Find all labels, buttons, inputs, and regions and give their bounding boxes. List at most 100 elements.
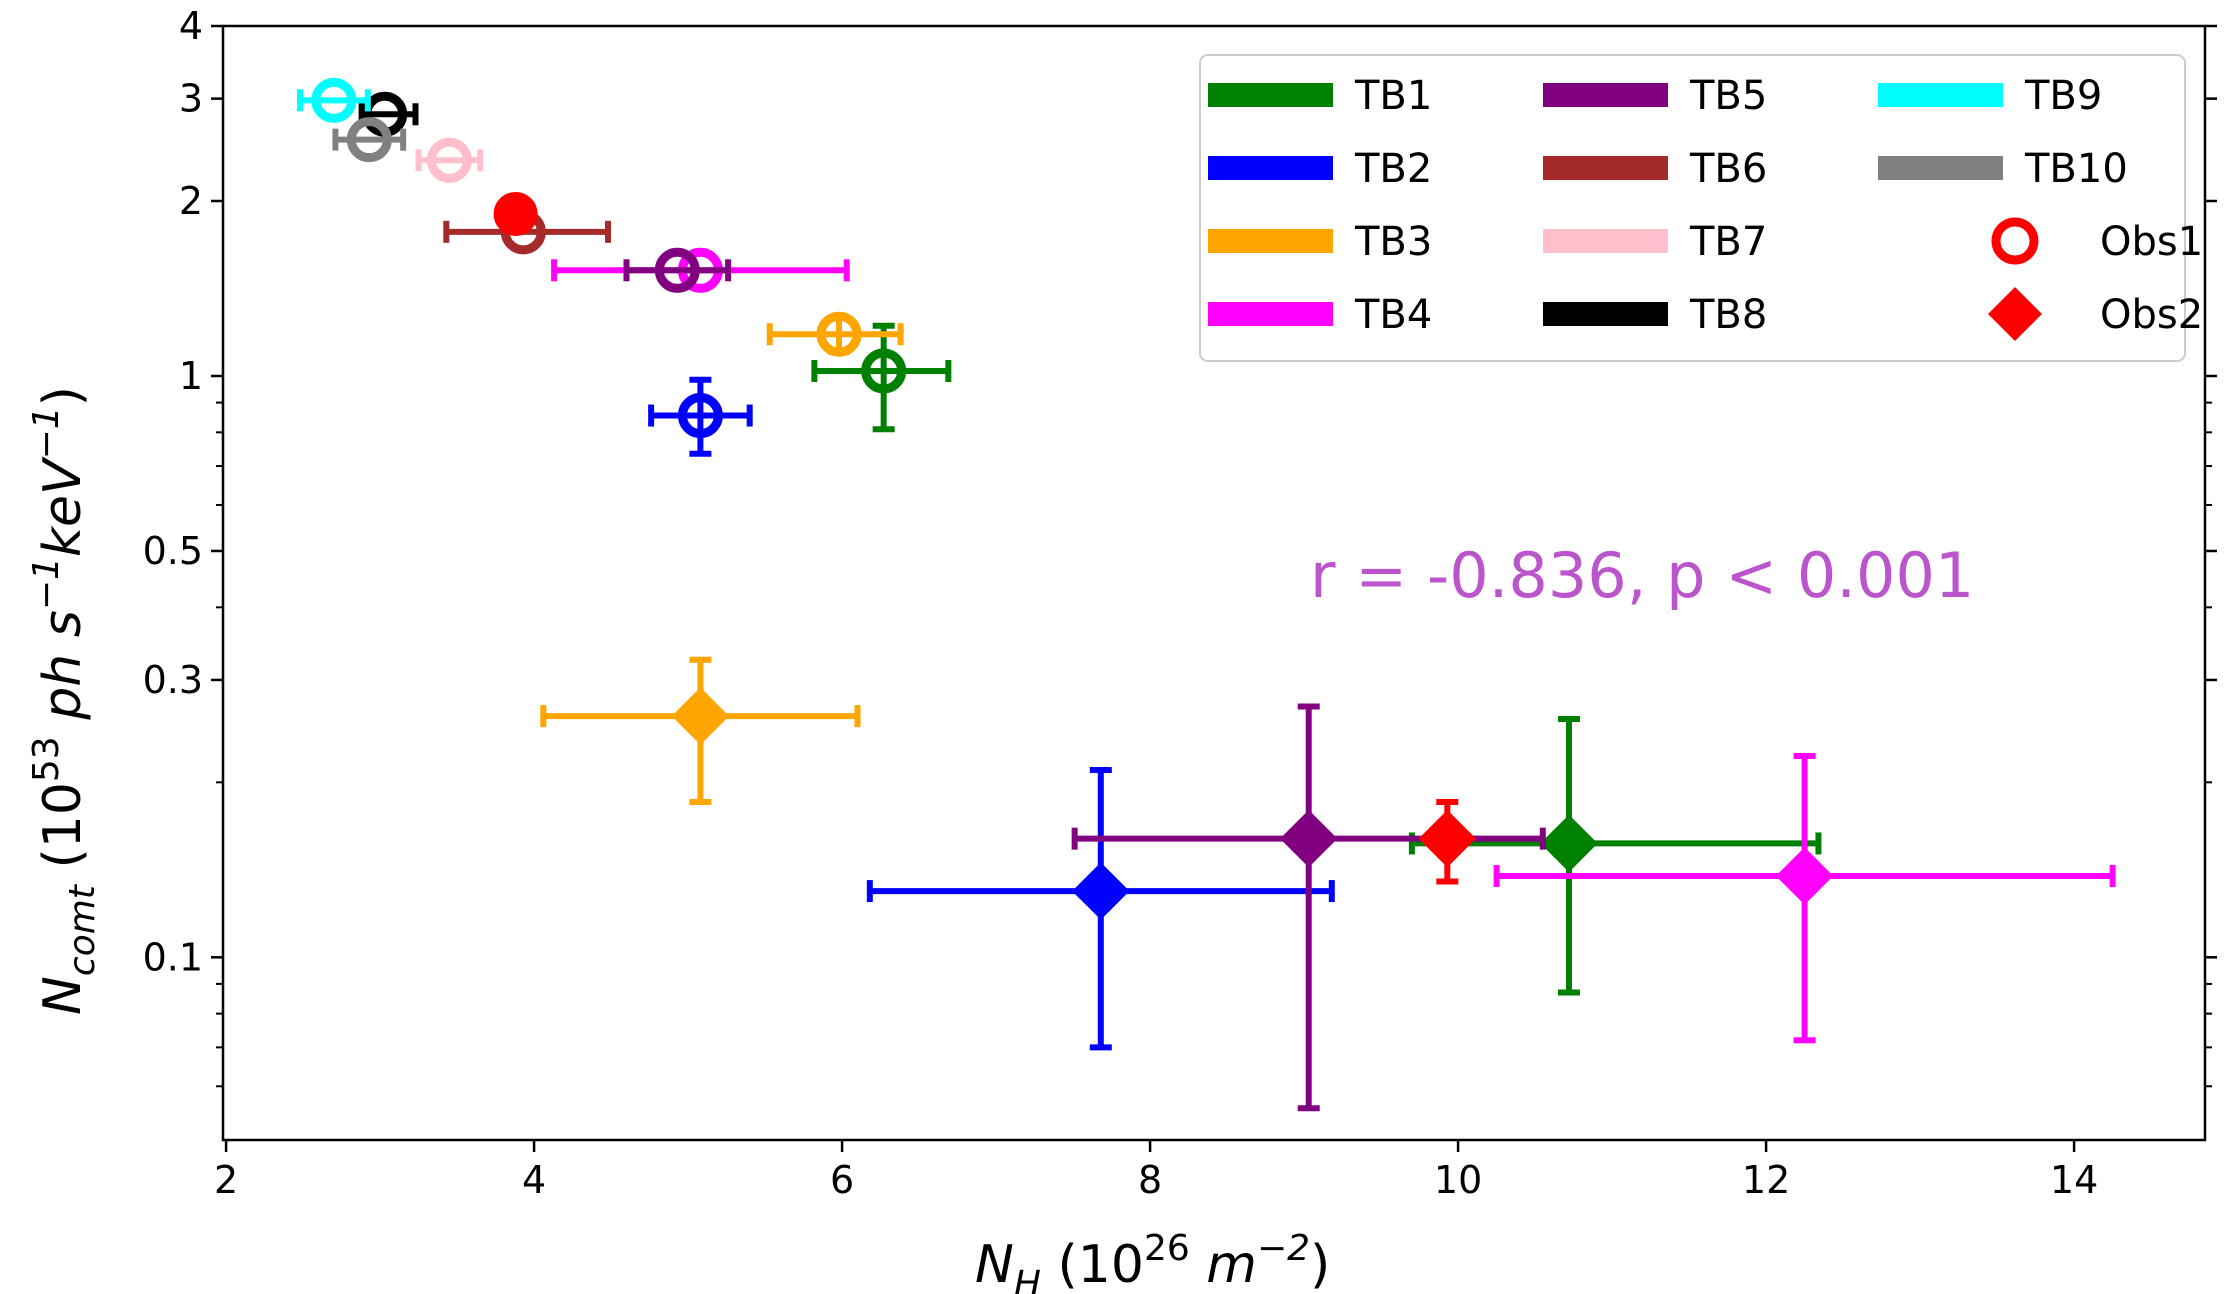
y-tick-label: 4 xyxy=(179,4,203,48)
legend-item: TB3 xyxy=(1208,219,1432,265)
legend-label: TB10 xyxy=(2024,146,2128,192)
legend-item: Obs2 xyxy=(1988,287,2203,341)
x-label-sub: H xyxy=(1014,1264,1041,1294)
legend-item: TB1 xyxy=(1208,73,1432,119)
data-point-obs1 xyxy=(648,376,753,457)
data-point-obs1 xyxy=(811,322,952,433)
legend-item: TB10 xyxy=(1878,146,2128,192)
data-point-obs2 xyxy=(1418,799,1477,885)
y-label-close: ) xyxy=(33,386,93,406)
circle-marker xyxy=(493,191,538,236)
data-point-obs2 xyxy=(540,656,861,806)
y-label-unit1: ph s xyxy=(33,610,93,736)
data-point-obs2 xyxy=(866,767,1335,1051)
data-point-obs1 xyxy=(297,77,371,123)
legend-swatch xyxy=(1208,302,1333,326)
x-label-main: N xyxy=(975,1235,1014,1294)
data-point-obs1 xyxy=(493,191,538,236)
legend-item: TB7 xyxy=(1543,219,1767,265)
y-tick-label: 0.1 xyxy=(143,935,203,979)
circle-marker xyxy=(816,311,862,357)
x-label-rest: (10 xyxy=(1041,1235,1144,1294)
legend-label: TB2 xyxy=(1354,146,1432,192)
x-tick-label: 4 xyxy=(522,1158,546,1202)
legend-item: TB5 xyxy=(1543,73,1767,119)
x-label-unit: m xyxy=(1190,1235,1257,1294)
legend-swatch xyxy=(1878,83,2003,107)
y-label-rest: (10 xyxy=(33,782,93,885)
x-tick-label: 12 xyxy=(1742,1158,1790,1202)
circle-marker xyxy=(861,348,907,394)
legend-swatch xyxy=(1543,229,1668,253)
legend-item: TB4 xyxy=(1208,292,1432,338)
legend-item: TB2 xyxy=(1208,146,1432,192)
data-point-obs1 xyxy=(332,117,407,163)
legend-swatch xyxy=(1208,156,1333,180)
legend-label: Obs1 xyxy=(2100,219,2203,265)
legend-swatch xyxy=(1878,156,2003,180)
legend-label: TB6 xyxy=(1689,146,1767,192)
y-tick-label: 3 xyxy=(179,77,203,121)
data-point-obs1 xyxy=(766,311,904,357)
legend-box xyxy=(1199,54,2186,362)
y-label-unit2-sup: −1 xyxy=(26,406,67,459)
data-layer xyxy=(297,77,2116,1112)
plot-border xyxy=(221,24,2207,1142)
data-point-obs2 xyxy=(1408,716,1822,996)
circle-marker xyxy=(426,137,472,183)
legend-label: TB3 xyxy=(1354,219,1432,265)
legend-label: TB5 xyxy=(1689,73,1767,119)
legend-item: TB8 xyxy=(1543,292,1767,338)
legend-item: TB6 xyxy=(1543,146,1767,192)
legend-label: TB4 xyxy=(1354,292,1432,338)
x-tick-label: 2 xyxy=(214,1158,238,1202)
y-tick-label: 0.3 xyxy=(143,658,203,702)
legend-swatch xyxy=(1543,156,1668,180)
diamond-marker xyxy=(1540,814,1598,873)
x-tick-label: 6 xyxy=(830,1158,854,1202)
legend-item: TB9 xyxy=(1878,73,2102,119)
circle-marker xyxy=(346,117,392,163)
legend-label: TB9 xyxy=(2024,73,2102,119)
diamond-marker xyxy=(1418,809,1477,868)
legend-label: Obs2 xyxy=(2100,292,2203,338)
x-tick-label: 8 xyxy=(1138,1158,1162,1202)
y-axis-label: Ncomt (1053 ph s−1keV−1) xyxy=(26,386,103,1015)
circle-marker xyxy=(311,77,357,123)
legend-swatch xyxy=(1208,229,1333,253)
legend-label: TB7 xyxy=(1689,219,1767,265)
diamond-marker xyxy=(1280,809,1338,868)
data-point-obs1 xyxy=(415,137,484,183)
data-point-obs1 xyxy=(623,247,732,293)
legend-swatch xyxy=(1543,302,1668,326)
legend: TB1 TB2 TB3 TB4 TB5 TB6 TB7 TB8 TB9 TB10 Obs1 Obs2 xyxy=(1199,54,2203,362)
legend-diamond-marker xyxy=(1988,287,2042,341)
x-tick-label: 10 xyxy=(1434,1158,1482,1202)
legend-label: TB8 xyxy=(1689,292,1767,338)
legend-circle-marker xyxy=(1991,217,2039,265)
y-tick-label: 1 xyxy=(179,354,203,398)
x-label-close: ) xyxy=(1310,1235,1330,1294)
diamond-marker xyxy=(671,687,730,745)
x-tick-label: 14 xyxy=(2050,1158,2098,1202)
correlation-annotation: r = -0.836, p < 0.001 xyxy=(1310,539,1974,612)
legend-label: TB1 xyxy=(1354,73,1432,119)
y-label-main: N xyxy=(33,976,93,1015)
legend-item: Obs1 xyxy=(1991,217,2203,265)
legend-swatch xyxy=(1543,83,1668,107)
x-axis-label: NH (1026 m−2) xyxy=(975,1228,1330,1294)
plot-frame xyxy=(221,24,2207,1142)
y-tick-label: 0.5 xyxy=(143,529,203,573)
y-label-sup: 53 xyxy=(26,736,67,782)
x-label-sup: 26 xyxy=(1144,1228,1190,1269)
diamond-marker xyxy=(1072,862,1130,920)
circle-marker xyxy=(654,247,700,293)
data-point-obs2 xyxy=(1071,703,1546,1112)
y-tick-label: 2 xyxy=(179,179,203,223)
y-label-unit2: keV xyxy=(33,456,93,557)
diamond-marker xyxy=(1775,847,1834,905)
legend-swatch xyxy=(1208,83,1333,107)
x-label-unit-sup: −2 xyxy=(1257,1228,1310,1269)
